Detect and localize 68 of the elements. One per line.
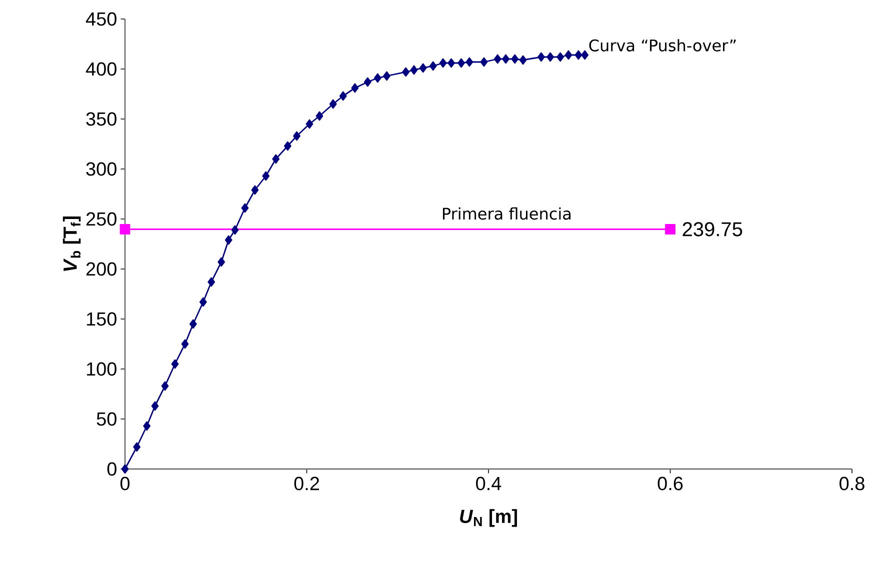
point [458, 58, 465, 68]
y-tick-label: 450 [86, 12, 116, 26]
point [502, 54, 510, 64]
point [564, 50, 572, 60]
point [208, 277, 216, 287]
x-tick-label: 0.8 [840, 476, 864, 490]
point [494, 54, 502, 64]
y-tick-label: 350 [86, 112, 116, 126]
x-tick-label: 0.4 [476, 476, 502, 490]
y-axis-title: V$_{b}$ [T$_{f}$] [62, 216, 81, 271]
y-tick-label: 150 [86, 312, 116, 326]
point [556, 52, 564, 62]
point [316, 111, 324, 121]
point [218, 257, 226, 267]
y-tick-label: 400 [86, 62, 116, 76]
point [480, 57, 488, 67]
x-tick-label: 0.2 [294, 476, 320, 490]
series-label: Curva “Push-over” [589, 39, 736, 52]
point [410, 65, 418, 75]
point [262, 171, 270, 181]
point [466, 57, 474, 67]
point [448, 58, 455, 68]
point [133, 442, 141, 452]
point [665, 224, 676, 234]
point [231, 225, 239, 235]
data-label: 239.75 [682, 222, 742, 236]
point [439, 58, 447, 68]
y-tick-label: 200 [86, 262, 116, 276]
point [574, 50, 582, 60]
point [581, 50, 589, 60]
point [306, 119, 314, 129]
point [364, 77, 372, 87]
x-tick-label: 0 [120, 476, 130, 490]
point [251, 185, 259, 195]
y-tick-label: 300 [86, 162, 116, 176]
point [429, 61, 437, 71]
y-tick-label: 50 [96, 412, 116, 426]
point [546, 52, 554, 62]
point [272, 154, 280, 164]
point [419, 63, 427, 73]
point [351, 83, 359, 93]
y-tick-label: 0 [107, 462, 116, 476]
point [161, 381, 169, 391]
point [511, 54, 519, 64]
point [329, 99, 337, 109]
point [241, 203, 249, 213]
point [339, 91, 347, 101]
point [120, 224, 130, 234]
y-tick-label: 100 [86, 362, 116, 376]
y-tick-label: 250 [86, 212, 116, 226]
point [143, 421, 151, 431]
series-label: Primera fluencia [442, 207, 570, 220]
point [374, 73, 382, 83]
point [519, 55, 527, 65]
point [383, 71, 390, 81]
point [284, 141, 292, 151]
point [151, 401, 159, 411]
point [121, 464, 129, 474]
x-tick-label: 0.6 [658, 476, 683, 490]
x-axis-title: U$_{N}$ [m] [460, 509, 517, 527]
point [199, 297, 207, 307]
point [402, 67, 410, 77]
point [293, 131, 300, 141]
point [224, 235, 232, 245]
point [189, 319, 197, 329]
point [181, 339, 189, 349]
point [171, 359, 179, 369]
point [538, 52, 545, 62]
